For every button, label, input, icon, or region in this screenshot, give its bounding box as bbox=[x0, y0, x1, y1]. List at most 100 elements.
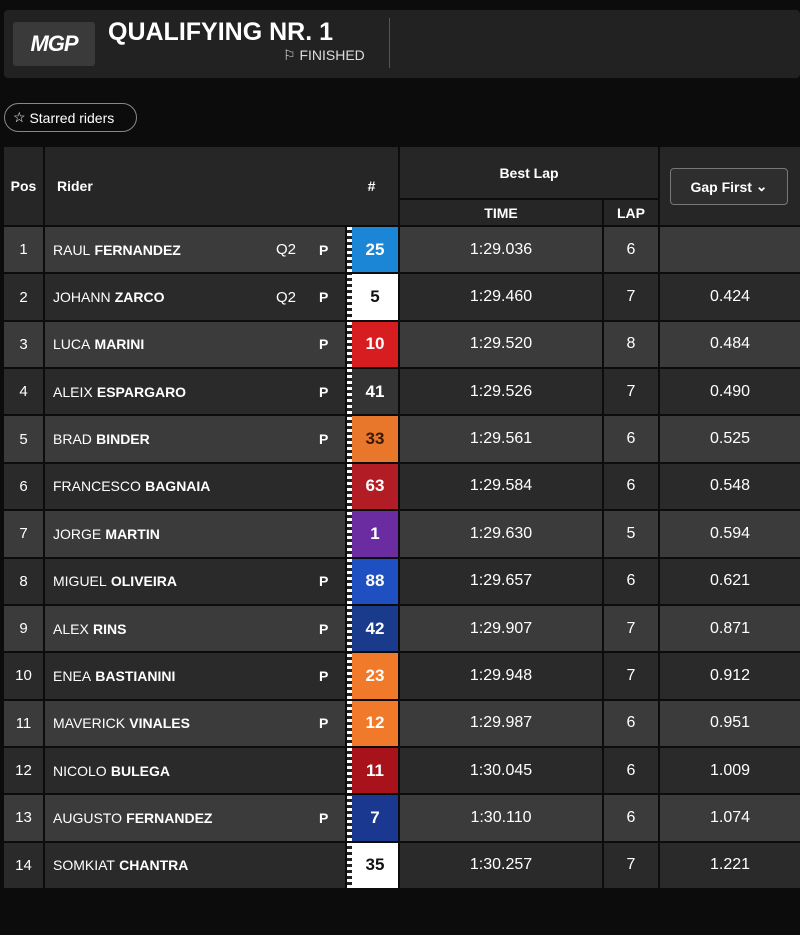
pos-header: Pos bbox=[4, 147, 43, 225]
number-cell: 1 bbox=[352, 511, 398, 557]
first-name: BRAD bbox=[53, 431, 92, 448]
last-name: BAGNAIA bbox=[145, 478, 211, 495]
time-cell: 1:29.907 bbox=[400, 605, 602, 652]
gap-cell: 0.594 bbox=[660, 511, 800, 557]
checker bbox=[347, 700, 352, 746]
last-name: ZARCO bbox=[114, 289, 165, 306]
lap-cell: 6 bbox=[604, 463, 658, 510]
lap-cell: 7 bbox=[604, 369, 658, 415]
time-cell: 1:30.045 bbox=[400, 747, 602, 794]
p-tag: P bbox=[319, 241, 329, 258]
first-name: ALEIX bbox=[53, 383, 93, 400]
status-text: FINISHED bbox=[299, 47, 365, 63]
rider-cell: MIGUEL OLIVEIRA bbox=[45, 558, 345, 604]
starred-filter[interactable]: ☆ Starred riders bbox=[4, 103, 137, 132]
p-tag: P bbox=[319, 809, 329, 826]
last-name: MARTIN bbox=[105, 525, 160, 542]
p-tag: P bbox=[319, 715, 329, 732]
checker bbox=[347, 227, 352, 273]
first-name: LUCA bbox=[53, 336, 91, 353]
gap-cell: 0.912 bbox=[660, 653, 800, 699]
checker bbox=[347, 321, 352, 368]
checker bbox=[347, 274, 352, 320]
last-name: BINDER bbox=[96, 431, 150, 448]
rider-cell: JORGE MARTIN bbox=[45, 511, 345, 557]
number-cell: 7 bbox=[352, 795, 398, 841]
rider-cell: NICOLO BULEGA bbox=[45, 747, 345, 794]
rider-cell: ALEX RINS bbox=[45, 605, 345, 652]
first-name: ALEX bbox=[53, 620, 89, 637]
time-cell: 1:30.257 bbox=[400, 842, 602, 889]
rider-cell: RAUL FERNANDEZ bbox=[45, 227, 345, 273]
number-cell: 11 bbox=[352, 747, 398, 794]
gap-dropdown[interactable]: Gap First ⌄ bbox=[670, 168, 788, 205]
p-tag: P bbox=[319, 336, 329, 353]
checker bbox=[347, 416, 352, 462]
rider-cell: LUCA MARINI bbox=[45, 321, 345, 368]
number-cell: 35 bbox=[352, 842, 398, 889]
lap-cell: 6 bbox=[604, 558, 658, 604]
lap-cell: 6 bbox=[604, 700, 658, 746]
lap-cell: 6 bbox=[604, 795, 658, 841]
last-name: FERNANDEZ bbox=[126, 809, 213, 826]
time-cell: 1:29.630 bbox=[400, 511, 602, 557]
time-cell: 1:29.036 bbox=[400, 227, 602, 273]
first-name: JORGE bbox=[53, 525, 102, 542]
checker bbox=[347, 511, 352, 557]
pos-cell: 6 bbox=[4, 463, 43, 510]
rider-cell: ENEA BASTIANINI bbox=[45, 653, 345, 699]
time-cell: 1:29.987 bbox=[400, 700, 602, 746]
time-cell: 1:29.561 bbox=[400, 416, 602, 462]
gap-label: Gap First bbox=[690, 178, 752, 195]
last-name: BASTIANINI bbox=[95, 667, 176, 684]
rider-cell: JOHANN ZARCO bbox=[45, 274, 345, 320]
q2-tag: Q2 bbox=[276, 241, 297, 259]
checker bbox=[347, 842, 352, 889]
number-cell: 12 bbox=[352, 700, 398, 746]
rider-cell: MAVERICK VINALES bbox=[45, 700, 345, 746]
last-name: FERNANDEZ bbox=[94, 241, 181, 258]
p-tag: P bbox=[319, 289, 329, 306]
pos-cell: 11 bbox=[4, 700, 43, 746]
time-cell: 1:30.110 bbox=[400, 795, 602, 841]
lap-cell: 6 bbox=[604, 227, 658, 273]
p-tag: P bbox=[319, 431, 329, 448]
title: QUALIFYING NR. 1 bbox=[108, 18, 334, 46]
pos-cell: 8 bbox=[4, 558, 43, 604]
last-name: VINALES bbox=[129, 715, 190, 732]
rider-cell: ALEIX ESPARGARO bbox=[45, 369, 345, 415]
pos-cell: 12 bbox=[4, 747, 43, 794]
pos-cell: 13 bbox=[4, 795, 43, 841]
gap-cell: 0.951 bbox=[660, 700, 800, 746]
pos-cell: 9 bbox=[4, 605, 43, 652]
last-name: CHANTRA bbox=[119, 857, 189, 874]
p-tag: P bbox=[319, 667, 329, 684]
gap-cell: 0.548 bbox=[660, 463, 800, 510]
pos-cell: 2 bbox=[4, 274, 43, 320]
rider-cell: FRANCESCO BAGNAIA bbox=[45, 463, 345, 510]
pos-cell: 5 bbox=[4, 416, 43, 462]
number-cell: 23 bbox=[352, 653, 398, 699]
time-cell: 1:29.526 bbox=[400, 369, 602, 415]
p-tag: P bbox=[319, 620, 329, 637]
last-name: MARINI bbox=[94, 336, 145, 353]
pos-cell: 7 bbox=[4, 511, 43, 557]
first-name: JOHANN bbox=[53, 289, 111, 306]
lap-cell: 7 bbox=[604, 274, 658, 320]
number-cell: 33 bbox=[352, 416, 398, 462]
gap-cell: 0.525 bbox=[660, 416, 800, 462]
first-name: MIGUEL bbox=[53, 573, 107, 590]
gap-cell bbox=[660, 227, 800, 273]
number-cell: 25 bbox=[352, 227, 398, 273]
pos-cell: 3 bbox=[4, 321, 43, 368]
last-name: OLIVEIRA bbox=[110, 573, 177, 590]
time-cell: 1:29.520 bbox=[400, 321, 602, 368]
first-name: NICOLO bbox=[53, 762, 107, 779]
logo: MGP bbox=[13, 22, 95, 66]
lap-cell: 5 bbox=[604, 511, 658, 557]
q2-tag: Q2 bbox=[276, 288, 297, 306]
first-name: RAUL bbox=[53, 241, 91, 258]
checker bbox=[347, 369, 352, 415]
lap-cell: 7 bbox=[604, 842, 658, 889]
